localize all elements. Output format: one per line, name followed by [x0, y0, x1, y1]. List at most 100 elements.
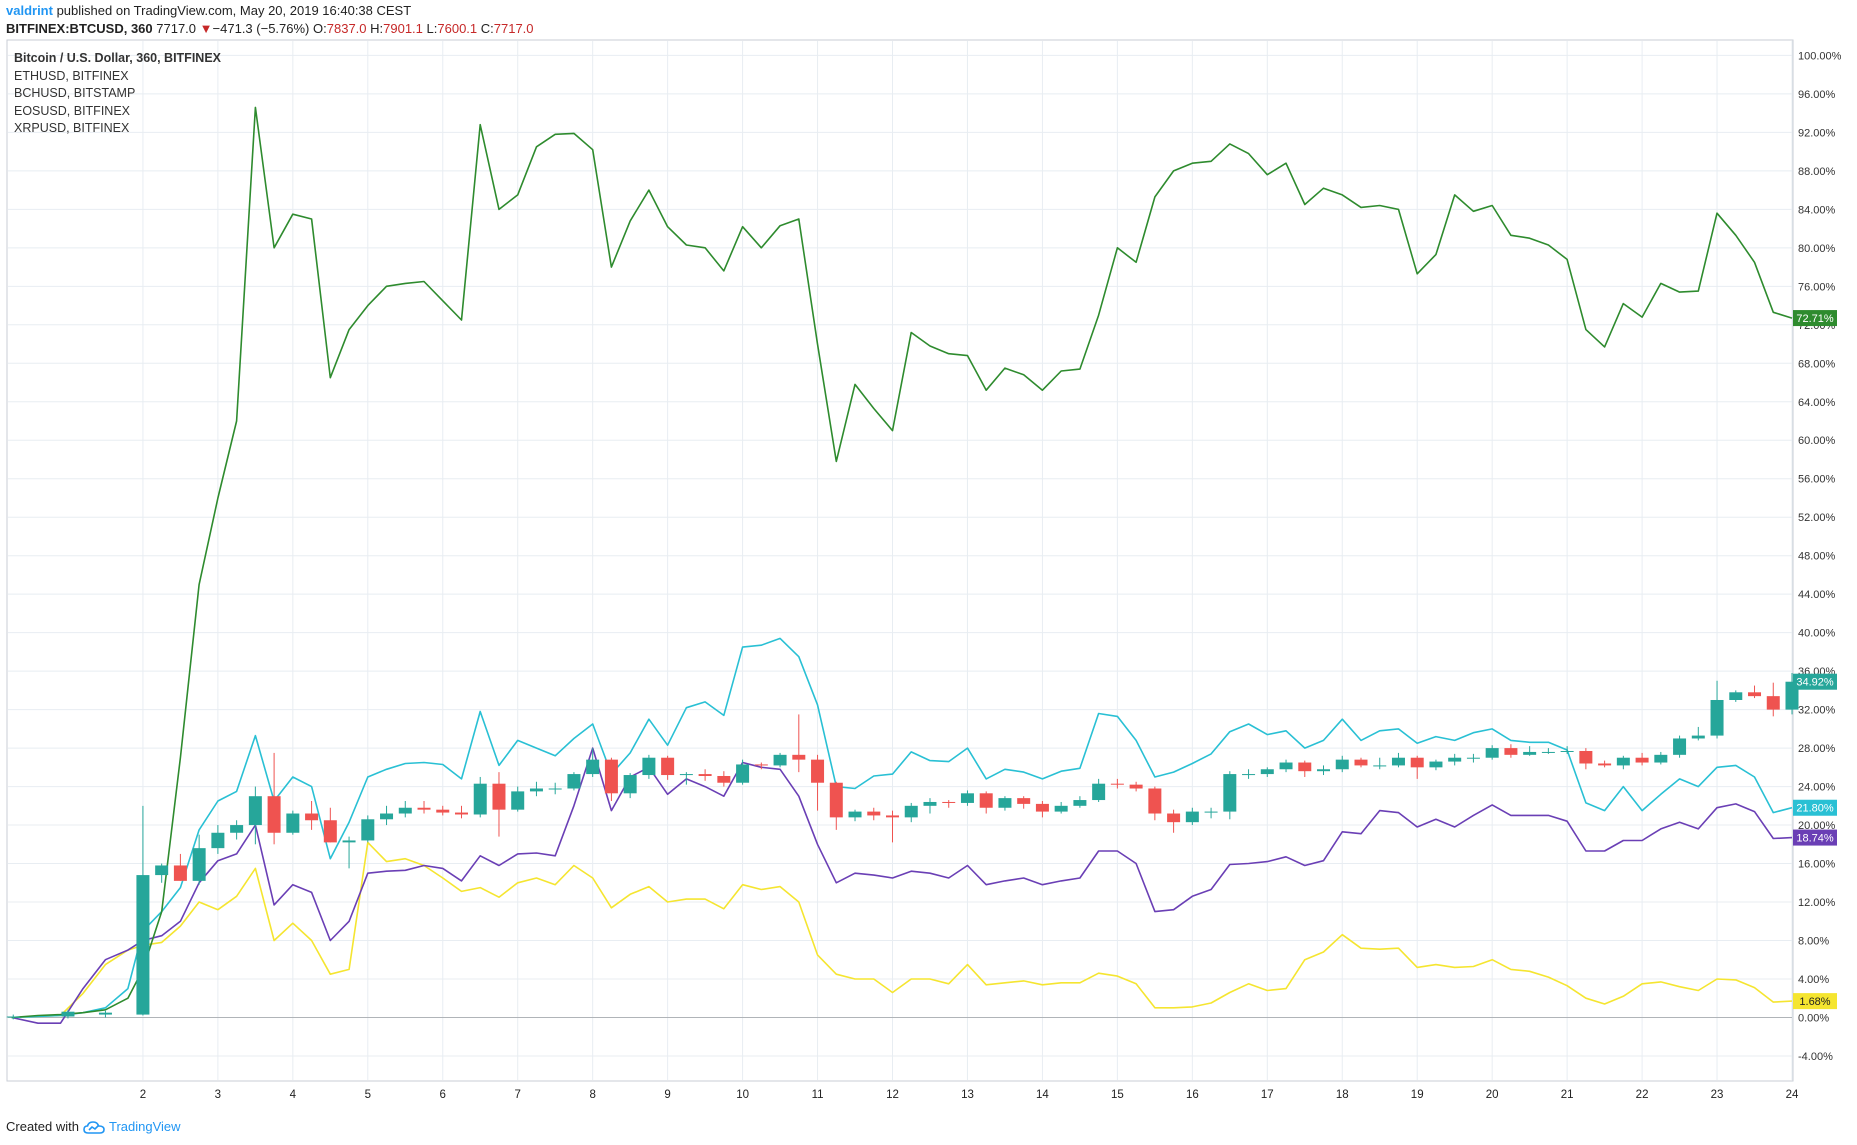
candle-body[interactable] — [1766, 696, 1780, 710]
candle-body[interactable] — [1279, 762, 1293, 770]
candle-body[interactable] — [361, 819, 375, 841]
candle-body[interactable] — [960, 793, 974, 803]
candle-body[interactable] — [661, 757, 675, 776]
candle-body[interactable] — [454, 812, 468, 815]
candle-body[interactable] — [754, 764, 768, 766]
legend-eth[interactable]: ETHUSD, BITFINEX — [14, 68, 129, 83]
candle-body[interactable] — [1598, 763, 1612, 766]
candle-body[interactable] — [848, 811, 862, 818]
candle-body[interactable] — [61, 1011, 75, 1017]
candle-body[interactable] — [1335, 759, 1349, 770]
candle-body[interactable] — [1054, 805, 1068, 812]
chart-canvas[interactable]: 100.00%96.00%92.00%88.00%84.00%80.00%76.… — [0, 0, 1857, 1105]
candle-body[interactable] — [1073, 800, 1087, 806]
candle-body[interactable] — [1448, 757, 1462, 762]
candle-body[interactable] — [342, 840, 356, 843]
candle-body[interactable] — [380, 813, 394, 820]
candle-body[interactable] — [6, 1016, 20, 1018]
candle-body[interactable] — [1691, 735, 1705, 739]
candle-body[interactable] — [1185, 811, 1199, 823]
candle-body[interactable] — [1204, 811, 1218, 813]
candle-body[interactable] — [1148, 788, 1162, 814]
series-line-eos[interactable] — [11, 747, 1793, 1025]
candle-body[interactable] — [1485, 748, 1499, 758]
candle-body[interactable] — [698, 774, 712, 776]
candle-body[interactable] — [267, 796, 281, 833]
candle-body[interactable] — [417, 807, 431, 810]
candle-body[interactable] — [1410, 757, 1424, 768]
candle-body[interactable] — [886, 815, 900, 818]
candle-body[interactable] — [136, 875, 150, 1015]
candle-body[interactable] — [1635, 757, 1649, 763]
candle-body[interactable] — [1616, 757, 1630, 766]
candle-body[interactable] — [323, 820, 337, 843]
tradingview-brand-link[interactable]: TradingView — [108, 1119, 181, 1134]
candle-body[interactable] — [773, 754, 787, 766]
candle-body[interactable] — [642, 757, 656, 776]
candle-body[interactable] — [286, 813, 300, 833]
candle-body[interactable] — [1092, 783, 1106, 801]
candle-body[interactable] — [1167, 813, 1181, 823]
candle-body[interactable] — [1223, 774, 1237, 812]
candle-body[interactable] — [1654, 754, 1668, 763]
candle-body[interactable] — [492, 783, 506, 810]
candle-body[interactable] — [623, 775, 637, 794]
candle-body[interactable] — [398, 807, 412, 814]
candle-body[interactable] — [548, 788, 562, 790]
legend-eos[interactable]: EOSUSD, BITFINEX — [14, 103, 130, 118]
candle-body[interactable] — [1317, 769, 1331, 772]
legend-xrp[interactable]: XRPUSD, BITFINEX — [14, 121, 130, 135]
legend-bch[interactable]: BCHUSD, BITSTAMP — [14, 86, 136, 100]
candle-body[interactable] — [1560, 750, 1574, 752]
candle-body[interactable] — [979, 793, 993, 808]
candle-body[interactable] — [1673, 738, 1687, 755]
candle-body[interactable] — [436, 809, 450, 813]
series-line-xrp[interactable] — [11, 841, 1793, 1019]
series-line-eth[interactable] — [11, 106, 1793, 1019]
candle-body[interactable] — [1242, 774, 1256, 776]
candle-body[interactable] — [811, 759, 825, 783]
candle-body[interactable] — [173, 865, 187, 881]
candle-body[interactable] — [1541, 751, 1555, 753]
candle-body[interactable] — [829, 782, 843, 818]
candle-body[interactable] — [586, 759, 600, 775]
legend-main-series[interactable]: Bitcoin / U.S. Dollar, 360, BITFINEX — [14, 51, 221, 65]
candle-body[interactable] — [1391, 757, 1405, 766]
price-axis[interactable]: 100.00% 96.00% 92.00% 88.00% 84.00% 80.00% 76.… — [1798, 50, 1842, 1063]
candle-body[interactable] — [1035, 803, 1049, 812]
candle-body[interactable] — [230, 825, 244, 833]
candle-body[interactable] — [942, 801, 956, 803]
candle-body[interactable] — [1429, 761, 1443, 768]
candle-body[interactable] — [1748, 692, 1762, 697]
candle-body[interactable] — [1504, 748, 1518, 755]
time-axis[interactable]: 2 3 4 5 6 7 8 9 10 11 12 13 14 15 16 17 18 19 20 21 22 23 24 — [140, 1089, 1799, 1101]
candle-body[interactable] — [717, 775, 731, 783]
candle-body[interactable] — [529, 788, 543, 792]
candle-body[interactable] — [1466, 757, 1480, 759]
candle-body[interactable] — [155, 865, 169, 876]
candle-body[interactable] — [305, 813, 319, 821]
candle-body[interactable] — [1373, 765, 1387, 767]
candle-body[interactable] — [998, 798, 1012, 808]
candle-body[interactable] — [604, 759, 618, 794]
candle-body[interactable] — [567, 774, 581, 789]
candle-body[interactable] — [473, 783, 487, 815]
candle-body[interactable] — [1354, 759, 1368, 766]
candle-body[interactable] — [1579, 750, 1593, 764]
candle-body[interactable] — [1110, 783, 1124, 785]
candle-body[interactable] — [248, 796, 262, 826]
author-link[interactable]: valdrint — [6, 3, 53, 18]
candle-body[interactable] — [1129, 784, 1143, 789]
candle-body[interactable] — [923, 801, 937, 806]
candle-body[interactable] — [1260, 769, 1274, 775]
candle-body[interactable] — [792, 754, 806, 760]
candle-body[interactable] — [736, 764, 750, 783]
candle-body[interactable] — [1298, 762, 1312, 772]
candle-body[interactable] — [1729, 692, 1743, 700]
candle-body[interactable] — [679, 774, 693, 776]
candle-body[interactable] — [867, 811, 881, 816]
candle-body[interactable] — [1017, 798, 1031, 804]
candle-body[interactable] — [192, 848, 206, 881]
candle-body[interactable] — [1710, 699, 1724, 736]
candle-body[interactable] — [211, 832, 225, 849]
